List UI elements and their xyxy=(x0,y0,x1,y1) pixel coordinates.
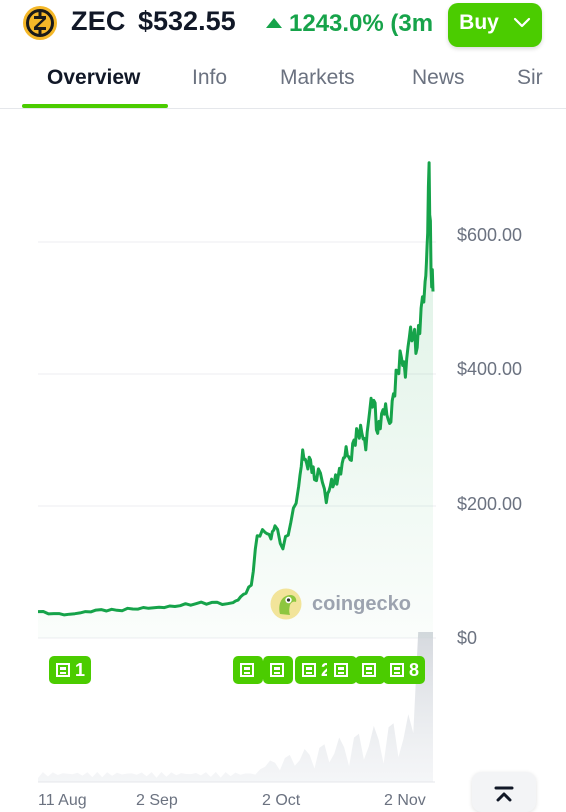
price-chart[interactable]: $600.00 $400.00 $200.00 $0 coingecko 1 2… xyxy=(0,110,566,800)
news-marker[interactable]: 1 xyxy=(49,656,92,684)
news-marker[interactable] xyxy=(327,656,357,684)
watermark-text: coingecko xyxy=(312,592,411,615)
chevron-down-icon xyxy=(513,17,530,28)
x-tick-label: 2 Nov xyxy=(384,792,426,809)
price-chart-svg xyxy=(37,161,436,783)
price-change-text: 1243.0% (3m xyxy=(289,10,434,37)
coin-header: ZEC $532.55 1243.0% (3m Buy xyxy=(0,0,566,50)
newspaper-icon xyxy=(270,663,284,677)
tab-similar[interactable]: Sir xyxy=(517,66,543,89)
tab-bar: Overview Info Markets News Sir xyxy=(0,58,566,109)
price-line xyxy=(37,161,435,617)
coin-price: $532.55 xyxy=(138,6,236,36)
news-marker-count: 1 xyxy=(75,659,86,680)
triangle-up-icon xyxy=(266,17,282,28)
news-marker-count: 8 xyxy=(409,659,420,680)
y-tick-label: $200.00 xyxy=(457,494,523,514)
active-tab-indicator xyxy=(22,104,168,108)
x-tick-label: 11 Aug xyxy=(38,792,87,809)
x-tick-label: 2 Sep xyxy=(136,792,178,809)
news-marker[interactable] xyxy=(233,656,263,684)
newspaper-icon xyxy=(56,663,70,677)
y-tick-label: $400.00 xyxy=(457,359,523,379)
newspaper-icon xyxy=(240,663,254,677)
newspaper-icon xyxy=(362,663,376,677)
x-tick-label: 2 Oct xyxy=(262,792,301,809)
gecko-logo-icon xyxy=(270,588,302,620)
coin-symbol: ZEC xyxy=(71,6,126,36)
news-marker-count: 2 xyxy=(321,659,332,680)
newspaper-icon xyxy=(302,663,316,677)
tab-markets[interactable]: Markets xyxy=(280,66,355,89)
price-change: 1243.0% (3m xyxy=(266,10,456,38)
zcash-logo-icon xyxy=(23,6,57,40)
volume-area xyxy=(38,632,433,782)
tab-news[interactable]: News xyxy=(412,66,465,89)
buy-button-label: Buy xyxy=(459,11,499,34)
y-tick-label: $600.00 xyxy=(457,225,523,245)
coingecko-watermark: coingecko xyxy=(270,588,411,620)
news-marker[interactable] xyxy=(355,656,385,684)
scroll-to-top-button[interactable] xyxy=(472,772,536,812)
newspaper-icon xyxy=(334,663,348,677)
tab-overview[interactable]: Overview xyxy=(47,66,141,89)
news-marker[interactable]: 8 xyxy=(383,656,426,684)
newspaper-icon xyxy=(390,663,404,677)
y-tick-label: $0 xyxy=(457,628,478,648)
tab-info[interactable]: Info xyxy=(192,66,228,89)
buy-button[interactable]: Buy xyxy=(448,3,542,47)
arrow-up-to-line-icon xyxy=(494,786,514,802)
price-area xyxy=(38,162,433,639)
news-marker[interactable] xyxy=(263,656,293,684)
